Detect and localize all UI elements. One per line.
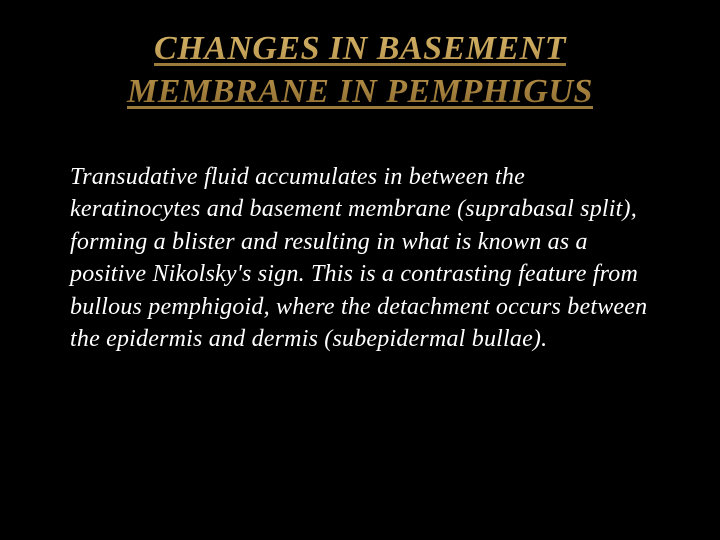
slide-container: CHANGES IN BASEMENT MEMBRANE IN PEMPHIGU… xyxy=(0,0,720,540)
slide-title: CHANGES IN BASEMENT MEMBRANE IN PEMPHIGU… xyxy=(70,28,650,113)
slide-body-text: Transudative fluid accumulates in betwee… xyxy=(70,161,650,355)
